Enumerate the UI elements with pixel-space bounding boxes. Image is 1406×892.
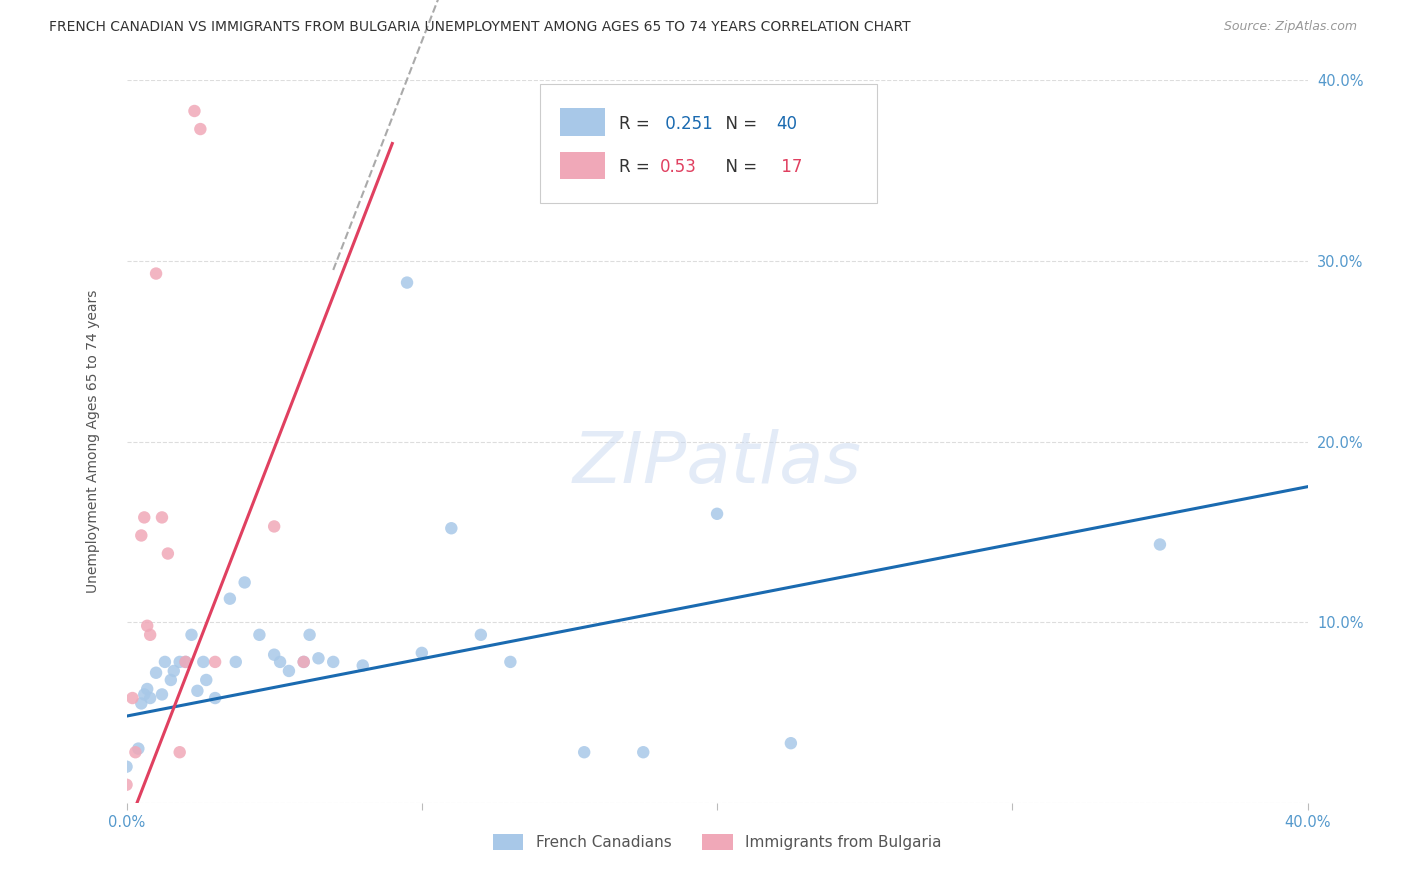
Point — [174, 655, 197, 669]
Point — [193, 655, 215, 669]
FancyBboxPatch shape — [560, 152, 605, 179]
Point — [180, 628, 202, 642]
Point — [186, 683, 208, 698]
Point — [115, 778, 138, 792]
Point — [470, 628, 492, 642]
Point — [499, 655, 522, 669]
Point — [163, 664, 186, 678]
Point — [139, 691, 162, 706]
Point — [204, 691, 226, 706]
Point — [278, 664, 301, 678]
Text: 17: 17 — [776, 158, 803, 176]
Point — [127, 741, 149, 756]
Point — [134, 687, 156, 701]
Text: 0.53: 0.53 — [661, 158, 697, 176]
Text: 40: 40 — [776, 115, 797, 133]
FancyBboxPatch shape — [560, 109, 605, 136]
Text: ZIPatlas: ZIPatlas — [572, 429, 862, 498]
Text: FRENCH CANADIAN VS IMMIGRANTS FROM BULGARIA UNEMPLOYMENT AMONG AGES 65 TO 74 YEA: FRENCH CANADIAN VS IMMIGRANTS FROM BULGA… — [49, 20, 911, 34]
Point — [136, 681, 159, 696]
Point — [411, 646, 433, 660]
Point — [121, 691, 143, 706]
Point — [706, 507, 728, 521]
Point — [115, 760, 138, 774]
Point — [174, 655, 197, 669]
Point — [225, 655, 247, 669]
Point — [136, 619, 159, 633]
Point — [129, 697, 153, 711]
Y-axis label: Unemployment Among Ages 65 to 74 years: Unemployment Among Ages 65 to 74 years — [86, 290, 100, 593]
Point — [150, 687, 173, 701]
Point — [204, 655, 226, 669]
Point — [574, 745, 596, 759]
Point — [169, 655, 191, 669]
Point — [188, 122, 212, 136]
Point — [124, 745, 146, 759]
Point — [156, 547, 179, 561]
Point — [219, 591, 242, 606]
Point — [292, 655, 315, 669]
Point — [263, 648, 285, 662]
Point — [308, 651, 330, 665]
Point — [292, 655, 315, 669]
Point — [249, 628, 271, 642]
Point — [396, 276, 419, 290]
Text: Source: ZipAtlas.com: Source: ZipAtlas.com — [1223, 20, 1357, 33]
Text: 0.251: 0.251 — [661, 115, 713, 133]
Text: N =: N = — [714, 158, 762, 176]
Legend: French Canadians, Immigrants from Bulgaria: French Canadians, Immigrants from Bulgar… — [486, 829, 948, 856]
Point — [145, 267, 167, 281]
Text: R =: R = — [619, 115, 655, 133]
Point — [169, 745, 191, 759]
Point — [298, 628, 321, 642]
Point — [633, 745, 655, 759]
Point — [160, 673, 183, 687]
Point — [129, 528, 153, 542]
Text: N =: N = — [714, 115, 762, 133]
Point — [153, 655, 176, 669]
Point — [134, 510, 156, 524]
Point — [269, 655, 291, 669]
Point — [195, 673, 218, 687]
Text: R =: R = — [619, 158, 655, 176]
Point — [263, 519, 285, 533]
Point — [233, 575, 256, 590]
Point — [352, 658, 374, 673]
Point — [139, 628, 162, 642]
Point — [440, 521, 463, 535]
Point — [322, 655, 344, 669]
Point — [150, 510, 173, 524]
Point — [145, 665, 167, 680]
FancyBboxPatch shape — [540, 84, 876, 203]
Point — [780, 736, 803, 750]
Point — [183, 103, 205, 118]
Point — [1149, 537, 1171, 551]
